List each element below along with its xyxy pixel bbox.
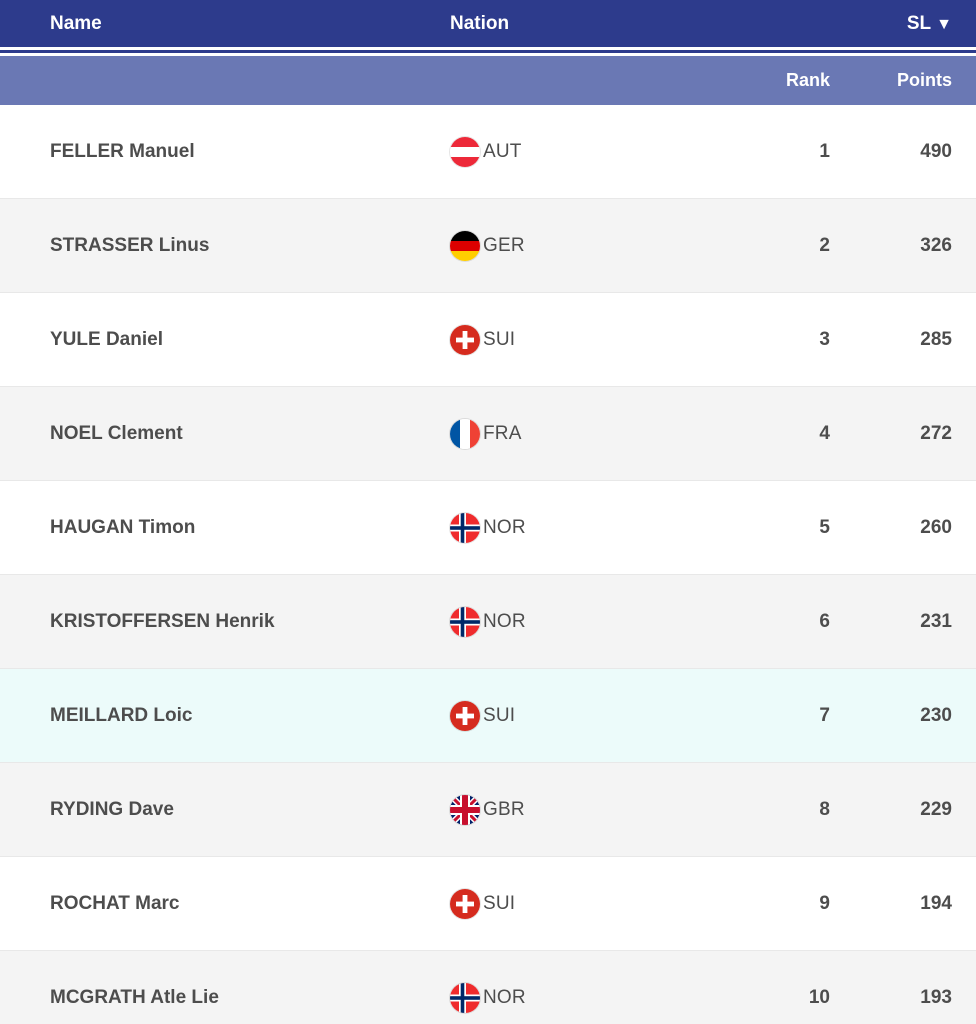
points-value: 490 [920, 141, 952, 162]
athlete-name: NOEL Clement [50, 423, 183, 444]
athlete-name: STRASSER Linus [50, 235, 210, 256]
athlete-name: HAUGAN Timon [50, 517, 196, 538]
table-row[interactable]: NOEL Clement FRA 4 272 [0, 387, 976, 481]
nation-code: SUI [483, 705, 516, 726]
rank-value: 5 [819, 517, 830, 538]
sort-column-label: SL [906, 13, 932, 34]
table-row[interactable]: STRASSER Linus GER 2 326 [0, 199, 976, 293]
rank-value: 9 [819, 893, 830, 914]
athlete-name: KRISTOFFERSEN Henrik [50, 611, 275, 632]
flag-ger-icon [450, 231, 480, 261]
table-row[interactable]: ROCHAT Marc SUI 9 194 [0, 857, 976, 951]
rank-value: 10 [808, 987, 830, 1008]
column-header-nation[interactable]: Nation [450, 13, 510, 34]
table-row[interactable]: MCGRATH Atle Lie NOR 10 193 [0, 951, 976, 1024]
table-row[interactable]: MEILLARD Loic SUI 7 230 [0, 669, 976, 763]
flag-nor-icon [450, 513, 480, 543]
points-value: 193 [920, 987, 952, 1008]
nation-code: NOR [483, 517, 526, 538]
points-value: 285 [920, 329, 952, 350]
nation-cell: SUI [450, 857, 515, 951]
nation-cell: NOR [450, 951, 526, 1024]
athlete-name: RYDING Dave [50, 799, 174, 820]
nation-code: AUT [483, 141, 522, 162]
table-header-secondary: Rank Points [0, 56, 976, 105]
nation-cell: NOR [450, 481, 526, 575]
nation-cell: GBR [450, 763, 525, 857]
nation-code: NOR [483, 987, 526, 1008]
table-row[interactable]: HAUGAN Timon NOR 5 260 [0, 481, 976, 575]
nation-cell: NOR [450, 575, 526, 669]
flag-nor-icon [450, 607, 480, 637]
flag-aut-icon [450, 137, 480, 167]
rank-value: 6 [819, 611, 830, 632]
column-header-sort-sl[interactable]: SL ▼ [907, 0, 952, 47]
points-value: 229 [920, 799, 952, 820]
nation-code: SUI [483, 329, 516, 350]
table-row[interactable]: RYDING Dave GBR 8 229 [0, 763, 976, 857]
table-header-primary: Name Nation SL ▼ [0, 0, 976, 47]
table-row[interactable]: YULE Daniel SUI 3 285 [0, 293, 976, 387]
nation-code: GER [483, 235, 525, 256]
nation-code: FRA [483, 423, 522, 444]
flag-sui-icon [450, 889, 480, 919]
athlete-name: YULE Daniel [50, 329, 163, 350]
column-header-rank[interactable]: Rank [785, 70, 830, 90]
table-row[interactable]: KRISTOFFERSEN Henrik NOR 6 231 [0, 575, 976, 669]
flag-sui-icon [450, 701, 480, 731]
header-divider-line [0, 50, 976, 53]
rank-value: 2 [819, 235, 830, 256]
nation-code: NOR [483, 611, 526, 632]
athlete-name: MCGRATH Atle Lie [50, 987, 219, 1008]
column-header-name[interactable]: Name [50, 13, 102, 34]
points-value: 230 [920, 705, 952, 726]
standings-row-list: FELLER Manuel AUT 1 490 STRASSER Linus GER 2… [0, 105, 976, 1024]
athlete-name: ROCHAT Marc [50, 893, 180, 914]
points-value: 231 [920, 611, 952, 632]
points-value: 326 [920, 235, 952, 256]
rank-value: 1 [819, 141, 830, 162]
rank-value: 7 [819, 705, 830, 726]
nation-cell: AUT [450, 105, 522, 199]
nation-cell: GER [450, 199, 525, 293]
flag-gbr-icon [450, 795, 480, 825]
table-row[interactable]: FELLER Manuel AUT 1 490 [0, 105, 976, 199]
column-header-points[interactable]: Points [896, 70, 952, 90]
nation-cell: SUI [450, 293, 515, 387]
points-value: 194 [920, 893, 952, 914]
nation-cell: FRA [450, 387, 522, 481]
flag-sui-icon [450, 325, 480, 355]
rank-value: 3 [819, 329, 830, 350]
flag-nor-icon [450, 983, 480, 1013]
nation-code: GBR [483, 799, 525, 820]
flag-fra-icon [450, 419, 480, 449]
points-value: 272 [920, 423, 952, 444]
header-divider-gap-top [0, 47, 976, 50]
nation-cell: SUI [450, 669, 515, 763]
points-value: 260 [920, 517, 952, 538]
rank-value: 8 [819, 799, 830, 820]
rank-value: 4 [819, 423, 830, 444]
chevron-down-icon: ▼ [936, 16, 952, 33]
athlete-name: FELLER Manuel [50, 141, 195, 162]
header-divider-gap-bottom [0, 53, 976, 56]
nation-code: SUI [483, 893, 516, 914]
athlete-name: MEILLARD Loic [50, 705, 193, 726]
